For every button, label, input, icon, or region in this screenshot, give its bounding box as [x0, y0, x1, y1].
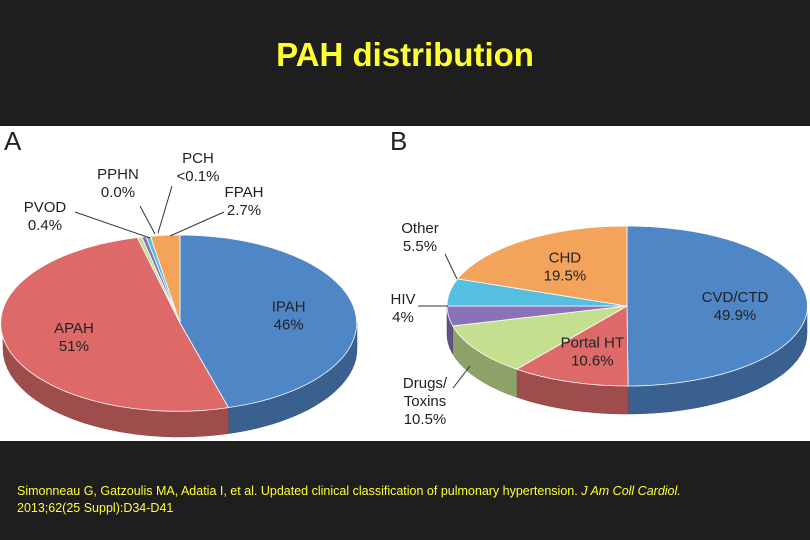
slice-portal-ht-b [515, 305, 629, 387]
citation: Simonneau G, Gatzoulis MA, Adatia I, et … [17, 483, 797, 517]
label-pvod-a-value: 0.4% [28, 217, 62, 234]
label-portal-ht-b-value: 10.6% [571, 352, 614, 369]
label-other-b-name: Other [401, 220, 439, 237]
label-cvd-ctd-b-value: 49.9% [714, 307, 757, 324]
leader-other-b [444, 253, 458, 280]
leader-pphn-a [139, 205, 156, 235]
panel-label-a: A [4, 126, 22, 156]
label-fpah-a-name: FPAH [225, 184, 264, 201]
label-pvod-a-name: PVOD [24, 199, 67, 216]
slice-fpah-a [149, 234, 181, 324]
label-fpah-a-value: 2.7% [227, 202, 261, 219]
slice-ipah-a [179, 234, 358, 409]
slice-chd-b [456, 225, 628, 307]
label-ipah-a-value: 46% [274, 316, 304, 333]
label-other-b-value: 5.5% [403, 238, 437, 255]
leader-fpah-a [169, 211, 225, 237]
label-cvd-ctd-b-name: CVD/CTD [702, 289, 769, 306]
label-ipah-a-name: IPAH [272, 298, 306, 315]
label-apah-a-value: 51% [59, 338, 89, 355]
citation-details: 2013;62(25 Suppl):D34-D41 [17, 501, 174, 515]
slice-drugs-toxins-b [452, 305, 628, 370]
label-drugs-toxins-b-name-1: Toxins [404, 393, 447, 410]
leader-pch-a [157, 185, 173, 234]
citation-text: Simonneau G, Gatzoulis MA, Adatia I, et … [17, 484, 582, 498]
label-pphn-a-name: PPHN [97, 166, 139, 183]
leader-pvod-a [74, 211, 151, 239]
label-chd-b-name: CHD [549, 250, 582, 267]
leader-drugs-toxins-b [452, 365, 471, 389]
label-apah-a-name: APAH [54, 320, 94, 337]
slice-cvd-ctd-b [626, 225, 808, 387]
label-drugs-toxins-b-value: 10.5% [404, 411, 447, 428]
label-portal-ht-b-name: Portal HT [561, 334, 624, 351]
label-pch-a-name: PCH [182, 150, 214, 167]
label-hiv-b-name: HIV [390, 291, 415, 308]
label-hiv-b-value: 4% [392, 309, 414, 326]
slice-apah-a [0, 237, 230, 412]
label-drugs-toxins-b-name: Drugs/ [403, 375, 448, 392]
label-pch-a-value: <0.1% [177, 168, 220, 185]
citation-journal: J Am Coll Cardiol. [581, 484, 681, 498]
label-chd-b-value: 19.5% [544, 268, 587, 285]
label-pphn-a-value: 0.0% [101, 184, 135, 201]
chart-figure: A IPAH 46% APAH 51% PVOD 0.4% PPHN 0.0% PCH <0.1% F… [0, 126, 810, 441]
panel-label-b: B [390, 126, 407, 156]
slide-title: PAH distribution [276, 36, 534, 73]
